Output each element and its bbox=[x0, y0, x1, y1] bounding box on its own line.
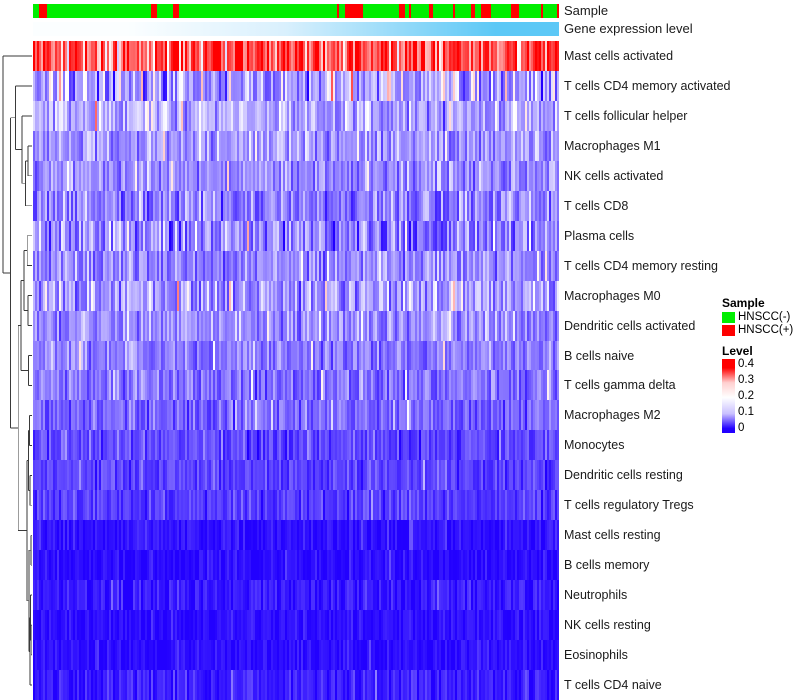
row-label: T cells gamma delta bbox=[564, 378, 676, 393]
row-label: Macrophages M0 bbox=[564, 288, 661, 303]
heatmap-row bbox=[33, 670, 559, 700]
row-label: Mast cells resting bbox=[564, 528, 661, 543]
row-label: Mast cells activated bbox=[564, 48, 674, 63]
level-tick-label: 0 bbox=[738, 422, 745, 434]
legend-item-hnscc-negative: HNSCC(-) bbox=[722, 311, 800, 324]
heatmap-row bbox=[33, 310, 559, 341]
level-tick-label: 0.3 bbox=[738, 374, 754, 386]
level-tick-label: 0.4 bbox=[738, 358, 754, 370]
row-label: T cells CD4 memory activated bbox=[564, 78, 731, 93]
sample-annotation-label: Sample bbox=[564, 3, 609, 18]
gene-expression-annotation-label: Gene expression level bbox=[564, 21, 693, 36]
heatmap-row bbox=[33, 190, 559, 221]
heatmap-row bbox=[33, 520, 559, 551]
level-legend: Level 0.4 0.3 0.2 0.1 0 bbox=[722, 344, 800, 434]
heatmap-row bbox=[33, 370, 559, 401]
row-label: T cells CD8 bbox=[564, 198, 629, 213]
heatmap-row bbox=[33, 160, 559, 191]
gene-expression-annotation-track bbox=[33, 22, 559, 36]
heatmap-row bbox=[33, 610, 559, 641]
row-label: T cells follicular helper bbox=[564, 108, 688, 123]
row-label: Macrophages M2 bbox=[564, 408, 661, 423]
row-dendrogram bbox=[2, 55, 32, 686]
heatmap-row bbox=[33, 340, 559, 371]
heatmap-row bbox=[33, 280, 559, 311]
heatmap-row bbox=[33, 41, 559, 71]
legend-area: Sample HNSCC(-) HNSCC(+) Level 0.4 0.3 0.2… bbox=[722, 296, 800, 434]
row-label: Monocytes bbox=[564, 438, 625, 453]
row-label: Dendritic cells resting bbox=[564, 468, 683, 483]
sample-annotation-track bbox=[33, 4, 559, 18]
heatmap-body bbox=[33, 41, 559, 700]
heatmap-row bbox=[33, 640, 559, 671]
legend-label-hnscc-positive: HNSCC(+) bbox=[738, 324, 794, 336]
heatmap-row bbox=[33, 550, 559, 581]
row-label: Neutrophils bbox=[564, 588, 628, 603]
row-label: NK cells resting bbox=[564, 618, 651, 633]
level-legend-title: Level bbox=[722, 344, 753, 358]
legend-label-hnscc-negative: HNSCC(-) bbox=[738, 311, 791, 323]
heatmap-row bbox=[33, 250, 559, 281]
level-legend-body: 0.4 0.3 0.2 0.1 0 bbox=[722, 358, 800, 434]
row-label: B cells memory bbox=[564, 558, 650, 573]
heatmap-row bbox=[33, 490, 559, 521]
level-colorbar bbox=[722, 359, 735, 433]
legend-swatch-hnscc-negative bbox=[722, 312, 735, 323]
level-tick-label: 0.1 bbox=[738, 406, 754, 418]
heatmap-row bbox=[33, 70, 559, 101]
row-label: Dendritic cells activated bbox=[564, 318, 696, 333]
row-label: T cells CD4 memory resting bbox=[564, 258, 718, 273]
row-label: Plasma cells bbox=[564, 228, 635, 243]
level-tick-label: 0.2 bbox=[738, 390, 754, 402]
legend-swatch-hnscc-positive bbox=[722, 325, 735, 336]
heatmap-row bbox=[33, 580, 559, 611]
sample-legend: Sample HNSCC(-) HNSCC(+) bbox=[722, 296, 800, 337]
heatmap-row bbox=[33, 220, 559, 251]
sample-legend-title: Sample bbox=[722, 296, 765, 310]
level-colorbar-ticks: 0.4 0.3 0.2 0.1 0 bbox=[738, 358, 778, 434]
row-label: NK cells activated bbox=[564, 168, 664, 183]
heatmap-row bbox=[33, 400, 559, 431]
row-label: Macrophages M1 bbox=[564, 138, 661, 153]
heatmap-row bbox=[33, 130, 559, 161]
legend-item-hnscc-positive: HNSCC(+) bbox=[722, 324, 800, 337]
row-label: T cells CD4 naive bbox=[564, 678, 662, 693]
row-label: Eosinophils bbox=[564, 648, 628, 663]
heatmap-row bbox=[33, 430, 559, 461]
row-label: B cells naive bbox=[564, 348, 635, 363]
row-label: T cells regulatory Tregs bbox=[564, 498, 694, 513]
heatmap-row bbox=[33, 460, 559, 491]
heatmap-row bbox=[33, 100, 559, 131]
